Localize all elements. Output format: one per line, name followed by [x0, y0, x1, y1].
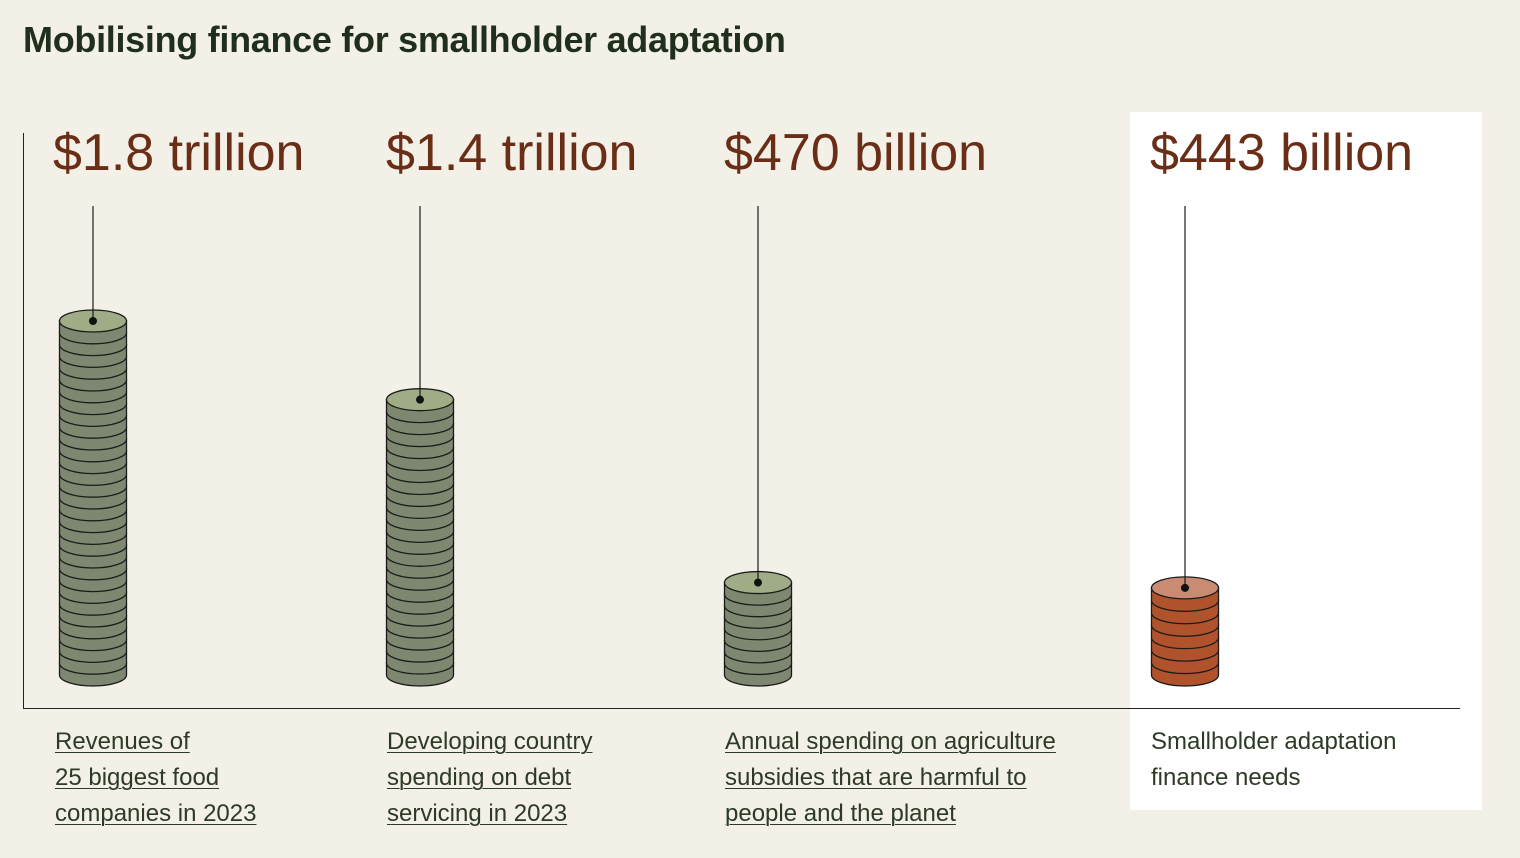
category-label-line: companies in 2023 [55, 800, 257, 827]
category-label-line: Developing country [387, 728, 593, 755]
value-label-adaptation-needs: $443 billion [1150, 124, 1414, 182]
category-label-food-revenues[interactable]: Revenues of 25 biggest food companies in… [55, 724, 435, 832]
category-label-line: 25 biggest food [55, 764, 220, 791]
category-label-debt-servicing[interactable]: Developing country spending on debt serv… [387, 724, 767, 832]
category-label-line: people and the planet [725, 800, 956, 827]
leader-dot [1181, 583, 1189, 592]
value-label-harmful-subsidies: $470 billion [724, 124, 988, 182]
value-label-debt-servicing: $1.4 trillion [386, 124, 638, 182]
category-label-line: Smallholder adaptation [1151, 728, 1397, 755]
category-label-line: Revenues of [55, 728, 190, 755]
category-label-harmful-subsidies[interactable]: Annual spending on agriculture subsidies… [725, 724, 1105, 832]
highlight-panel [1130, 112, 1482, 810]
value-label-food-revenues: $1.8 trillion [53, 124, 305, 182]
category-label-line: Annual spending on agriculture [725, 728, 1056, 755]
category-label-line: spending on debt [387, 764, 572, 791]
category-label-line: finance needs [1151, 764, 1301, 791]
chart-title: Mobilising finance for smallholder adapt… [23, 19, 786, 60]
leader-dot [89, 317, 97, 325]
category-label-line: subsidies that are harmful to [725, 764, 1027, 791]
leader-dot [416, 395, 424, 404]
leader-dot [754, 578, 762, 587]
x-axis-line [23, 708, 1460, 709]
category-label-line: servicing in 2023 [387, 800, 568, 827]
category-label-adaptation-needs: Smallholder adaptation finance needs [1151, 724, 1520, 796]
y-axis-line [23, 133, 24, 709]
